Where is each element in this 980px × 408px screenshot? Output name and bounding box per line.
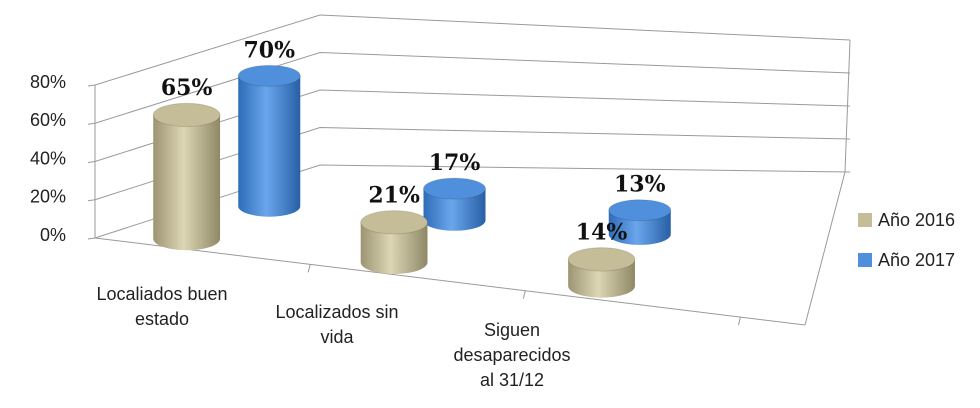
cylinder-top: [360, 210, 429, 235]
value-label: 17%: [429, 150, 481, 176]
value-label: 65%: [161, 75, 213, 101]
cylinder-top: [152, 102, 221, 128]
bar: [238, 75, 301, 217]
y-tick-label: 0%: [40, 225, 66, 245]
x-tick-label: Localiados buen estado: [96, 284, 228, 329]
x-tick-mark: [522, 290, 526, 299]
cylinder: [360, 210, 429, 274]
y-tick-mark: [87, 161, 96, 163]
grid-line: [94, 14, 851, 86]
x-tick-mark: [737, 316, 741, 326]
cylinder: [237, 64, 301, 217]
grid-line: [94, 51, 851, 124]
cylinder: [423, 177, 486, 231]
y-tick-mark: [87, 84, 96, 87]
y-tick-label: 80%: [30, 72, 66, 92]
cylinder: [567, 247, 636, 298]
cylinder-top: [608, 199, 672, 222]
y-tick-mark: [87, 122, 96, 125]
cylinder: [152, 102, 221, 251]
y-tick-label: 40%: [30, 148, 66, 168]
legend-swatch: [858, 253, 872, 267]
cylinder: [608, 199, 672, 245]
cylinder-top: [237, 64, 301, 87]
x-tick-label: Localizados sin vida: [275, 302, 399, 347]
floor-front: [94, 237, 806, 326]
value-label: 13%: [614, 172, 666, 198]
cylinder-top: [423, 177, 486, 200]
value-label: 21%: [368, 183, 420, 209]
floor-right: [804, 171, 846, 326]
cylinder-top: [567, 247, 636, 272]
y-tick-label: 20%: [30, 187, 66, 207]
x-tick-label: Siguen desaparecidos al 31/12: [453, 320, 571, 390]
y-tick-mark: [87, 237, 96, 240]
y-tick-mark: [87, 199, 96, 202]
value-label: 70%: [243, 37, 295, 63]
x-tick-mark: [307, 264, 311, 273]
value-label: 14%: [576, 220, 628, 246]
y-tick-label: 60%: [30, 110, 66, 130]
bar: [153, 114, 221, 251]
wall-right: [844, 39, 851, 173]
bar: [423, 188, 486, 231]
legend-swatch: [858, 213, 872, 227]
legend-label: Año 2016: [878, 210, 955, 230]
legend-label: Año 2017: [878, 250, 955, 270]
bar: [360, 222, 428, 274]
